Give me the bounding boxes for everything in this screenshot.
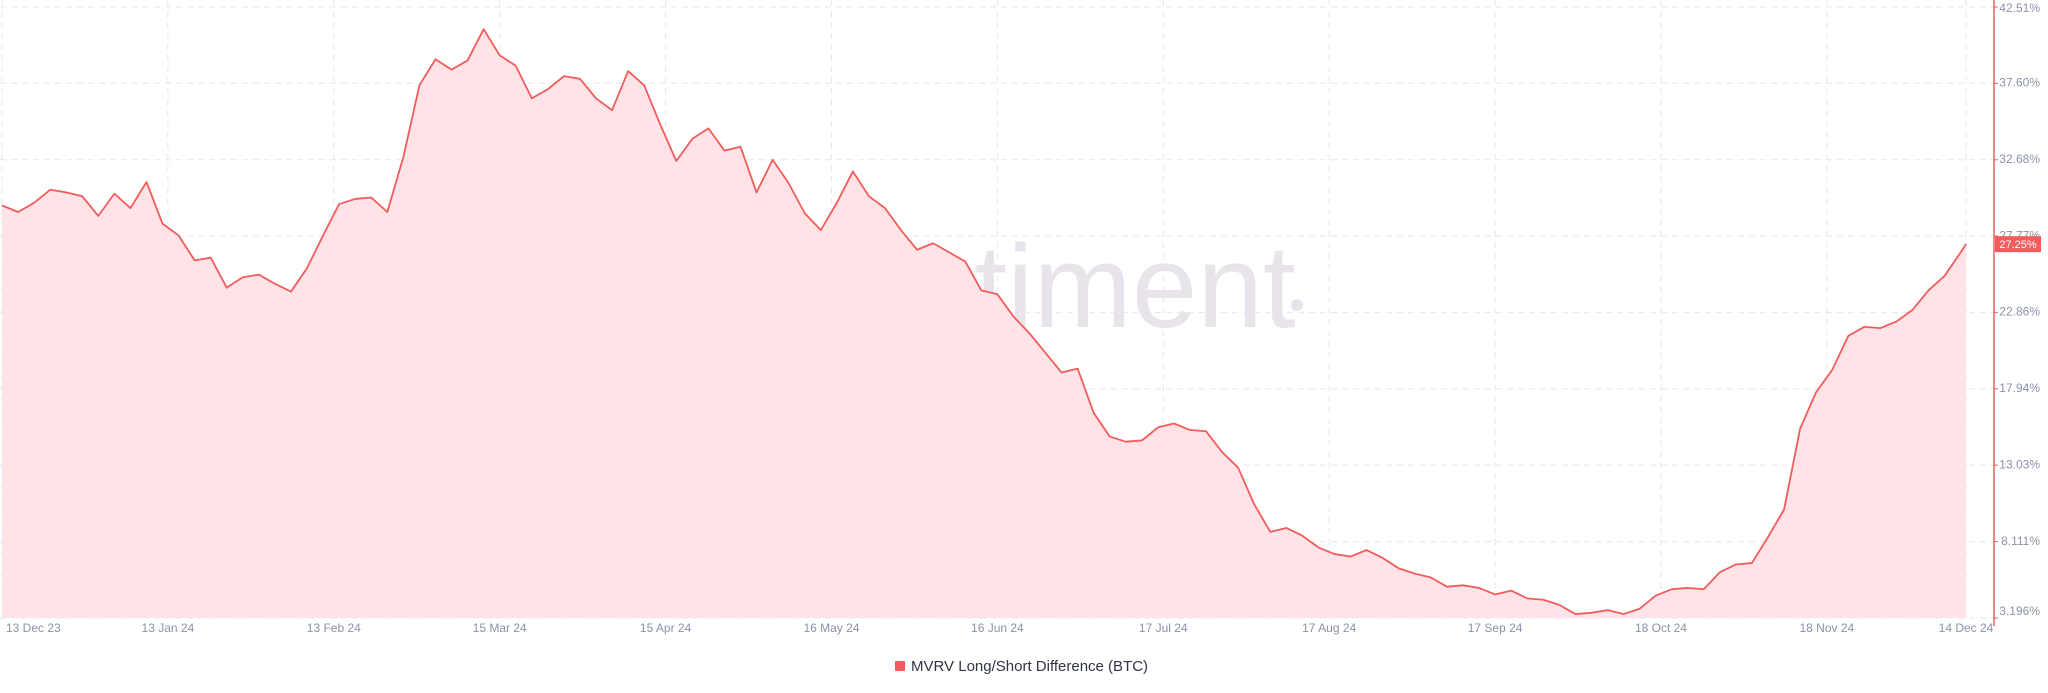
x-tick-label: 13 Jan 24 xyxy=(142,621,195,635)
x-tick-label: 13 Feb 24 xyxy=(307,621,361,635)
legend-swatch xyxy=(895,661,905,671)
x-tick-label: 13 Dec 23 xyxy=(6,621,61,635)
area-fill xyxy=(2,29,1966,619)
x-tick-label: 15 Apr 24 xyxy=(640,621,692,635)
x-tick-label: 15 Mar 24 xyxy=(473,621,527,635)
current-value-badge xyxy=(1995,236,2041,253)
x-tick-label: 16 May 24 xyxy=(803,621,859,635)
y-tick-label: 17.94% xyxy=(1999,381,2040,395)
y-tick-label: 22.86% xyxy=(1999,305,2040,319)
y-tick-label: 3.196% xyxy=(1999,604,2040,618)
plot-layer: 27.25% xyxy=(1,28,2041,619)
y-tick-label: 42.51% xyxy=(1999,1,2040,15)
y-tick-label: 37.60% xyxy=(1999,75,2040,89)
series-line xyxy=(1,28,1967,615)
watermark-dot xyxy=(1291,299,1303,311)
x-tick-label: 18 Nov 24 xyxy=(1800,621,1855,635)
legend-label: MVRV Long/Short Difference (BTC) xyxy=(911,658,1148,675)
x-tick-label: 18 Oct 24 xyxy=(1635,621,1687,635)
current-value-label: 27.25% xyxy=(1999,239,2037,251)
x-tick-label: 17 Jul 24 xyxy=(1139,621,1188,635)
y-tick-label: 13.03% xyxy=(1999,457,2040,471)
y-tick-label: 8.111% xyxy=(2001,534,2040,548)
x-tick-label: 14 Dec 24 xyxy=(1939,621,1994,635)
legend: MVRV Long/Short Difference (BTC) xyxy=(895,658,1148,675)
x-tick-label: 17 Sep 24 xyxy=(1468,621,1523,635)
y-tick-label: 32.68% xyxy=(1999,152,2040,166)
x-tick-label: 16 Jun 24 xyxy=(971,621,1024,635)
x-tick-label: 17 Aug 24 xyxy=(1302,621,1356,635)
